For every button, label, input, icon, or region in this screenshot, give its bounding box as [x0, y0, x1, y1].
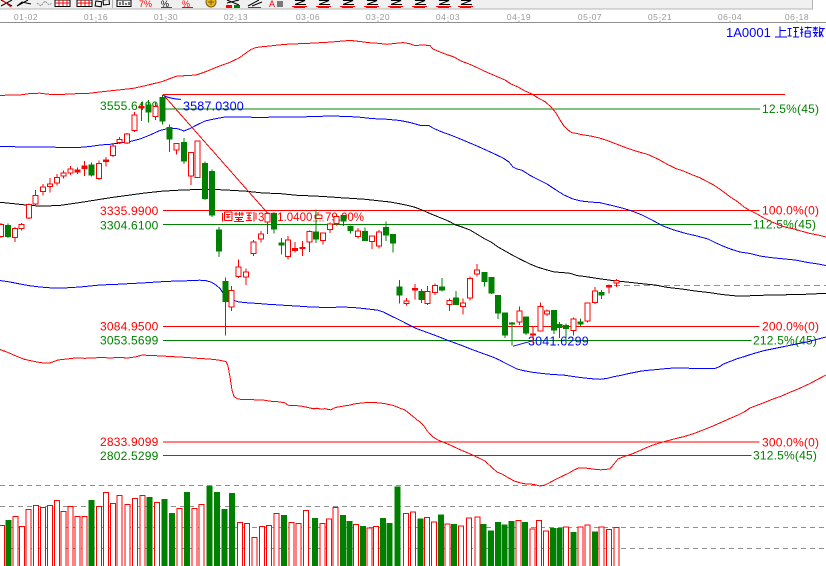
svg-text:03-20: 03-20: [366, 12, 390, 22]
svg-text:2802.5299: 2802.5299: [100, 449, 159, 463]
svg-text:312.5%(45): 312.5%(45): [753, 449, 817, 463]
svg-text:212.5%(45): 212.5%(45): [753, 334, 817, 348]
svg-text:3555.6499: 3555.6499: [100, 99, 159, 113]
svg-text:05-21: 05-21: [648, 12, 672, 22]
svg-text:04-19: 04-19: [507, 12, 531, 22]
svg-text:1A0001: 1A0001: [726, 25, 771, 40]
svg-text:%: %: [182, 0, 190, 9]
svg-text:%: %: [161, 0, 169, 9]
svg-text:7%: 7%: [139, 0, 152, 9]
svg-text:03-06: 03-06: [296, 12, 320, 22]
svg-text:06-04: 06-04: [718, 12, 742, 22]
svg-text:12.5%(45): 12.5%(45): [762, 102, 819, 116]
svg-text:3041.6299: 3041.6299: [528, 335, 589, 349]
svg-text:3335.9900: 3335.9900: [100, 204, 159, 218]
svg-text:3587.0300: 3587.0300: [183, 100, 244, 114]
svg-text:06-18: 06-18: [785, 12, 809, 22]
svg-text:01-16: 01-16: [84, 12, 108, 22]
svg-text:A: A: [269, 0, 275, 9]
svg-text:3084.9500: 3084.9500: [100, 320, 159, 334]
svg-text:05-07: 05-07: [578, 12, 602, 22]
svg-text:112.5%(45): 112.5%(45): [753, 218, 816, 232]
svg-text:2833.9099: 2833.9099: [100, 435, 159, 449]
svg-text:02-13: 02-13: [224, 12, 248, 22]
svg-text:3304.6100: 3304.6100: [100, 219, 159, 233]
svg-text:100.0%(0): 100.0%(0): [762, 204, 819, 218]
svg-text:01-30: 01-30: [154, 12, 178, 22]
svg-text:01-02: 01-02: [14, 12, 38, 22]
svg-text:200.0%(0): 200.0%(0): [762, 320, 819, 334]
svg-text:3053.5699: 3053.5699: [100, 334, 159, 348]
svg-text:04-03: 04-03: [436, 12, 460, 22]
svg-text:300.0%(0): 300.0%(0): [762, 435, 819, 449]
